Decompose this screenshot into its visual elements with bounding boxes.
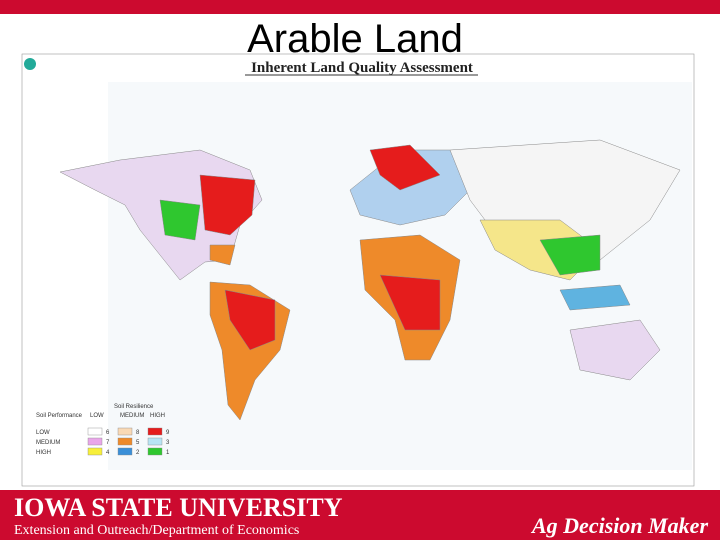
legend-swatch <box>117 447 133 456</box>
department: Extension and Outreach/Department of Eco… <box>14 523 299 538</box>
university-name: IOWA STATE UNIVERSITY <box>14 493 343 522</box>
footer-bar <box>0 490 720 540</box>
legend-column-label: LOW <box>90 413 104 419</box>
legend-swatch <box>87 427 103 436</box>
legend-class: 9 <box>166 430 170 436</box>
program-name: Ag Decision Maker <box>530 513 708 538</box>
top-bar <box>0 0 720 14</box>
legend-class: 2 <box>136 450 140 456</box>
legend-class: 6 <box>106 430 110 436</box>
legend-column-header: Soil Resilience <box>114 404 154 410</box>
map-title: Inherent Land Quality Assessment <box>251 60 473 76</box>
legend-swatch <box>147 437 163 446</box>
legend-class: 4 <box>106 450 110 456</box>
legend-class: 8 <box>136 430 140 436</box>
land <box>59 139 681 421</box>
legend-swatch <box>117 437 133 446</box>
logo <box>24 58 36 70</box>
legend-swatch <box>87 447 103 456</box>
legend-class: 3 <box>166 440 170 446</box>
legend-swatch <box>147 447 163 456</box>
slide-title: Arable Land <box>247 17 463 61</box>
legend-swatch <box>117 427 133 436</box>
legend-row-label: MEDIUM <box>36 440 60 446</box>
legend-column-label: HIGH <box>150 413 165 419</box>
legend-swatch <box>147 427 163 436</box>
legend-class: 1 <box>166 450 170 456</box>
legend-row-label: LOW <box>36 430 50 436</box>
legend-class: 7 <box>106 440 110 446</box>
legend-column-label: MEDIUM <box>120 413 144 419</box>
legend-row-label: HIGH <box>36 450 51 456</box>
legend-class: 5 <box>136 440 140 446</box>
legend: Soil Resilience Soil Performance LOW MEDIUM… <box>36 404 170 456</box>
legend-swatch <box>87 437 103 446</box>
legend-row-header: Soil Performance <box>36 413 83 419</box>
